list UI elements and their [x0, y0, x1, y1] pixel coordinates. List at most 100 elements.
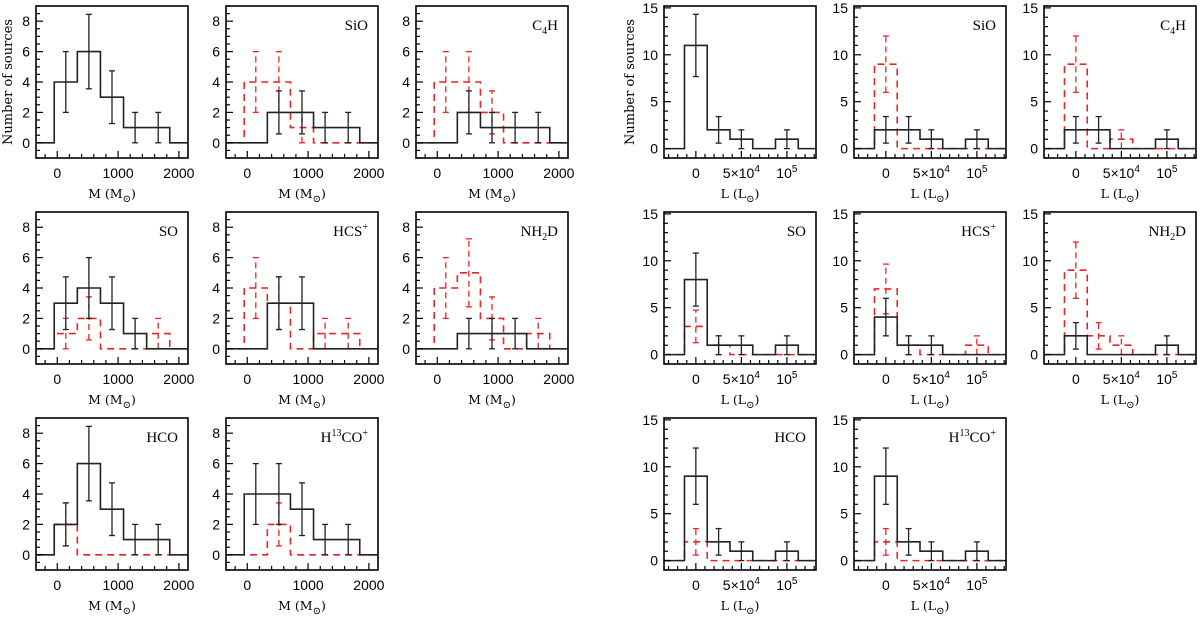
panel-lum-hco: 0 5 10 15 0 5×104 105 L (L⊙) HCO [642, 412, 817, 617]
x-tick-label: 0 [882, 371, 890, 387]
y-tick-label: 15 [832, 206, 848, 222]
molecule-label: HCO [774, 430, 806, 446]
y-tick-label: 5 [1030, 300, 1038, 316]
y-tick-label: 2 [212, 310, 220, 326]
y-tick-label: 5 [840, 300, 848, 316]
y-tick-label: 0 [402, 341, 410, 357]
x-tick-label: 2000 [353, 165, 384, 181]
x-axis-label: L (L⊙) [911, 392, 950, 411]
y-tick-label: 6 [22, 250, 30, 266]
x-tick-label: 105 [776, 370, 798, 387]
y-tick-label: 0 [22, 547, 30, 563]
y-tick-label: 8 [212, 425, 220, 441]
histogram-non-detected [1044, 63, 1196, 150]
panel-mass-c4h: 0 2 4 6 8 0 1000 2000 M (M⊙) C4H [402, 5, 575, 205]
plot-area [36, 425, 188, 556]
y-tick-label: 15 [642, 412, 658, 428]
axes-frame [663, 5, 817, 159]
y-tick-label: 2 [212, 516, 220, 532]
panel-mass-so: 0 2 4 6 8 0 1000 2000 M (M⊙) SO [22, 211, 195, 411]
x-tick-label: 0 [692, 577, 700, 593]
x-tick-label: 2000 [163, 577, 194, 593]
x-tick-label: 1000 [483, 371, 514, 387]
y-tick-label: 10 [642, 47, 658, 63]
y-tick-label: 0 [402, 135, 410, 151]
plot-area [416, 50, 568, 144]
y-tick-label: 4 [402, 74, 410, 90]
plot-area [854, 35, 1006, 150]
panel-lum-h13coplus: 0 5 10 15 0 5×104 105 L (L⊙) H13CO+ [832, 412, 1007, 617]
molecule-label: SO [159, 224, 178, 240]
molecule-label: H13CO+ [321, 428, 369, 446]
axes-frame [1043, 211, 1197, 365]
histogram-detected [664, 475, 816, 562]
x-axis-label: M (M⊙) [278, 186, 326, 205]
plot-area [416, 238, 568, 350]
x-tick-label: 0 [882, 577, 890, 593]
y-tick-label: 15 [642, 206, 658, 222]
y-tick-label: 15 [642, 0, 658, 16]
x-tick-label: 1000 [293, 577, 324, 593]
x-tick-label: 105 [966, 370, 988, 387]
plot-area [1044, 35, 1196, 150]
y-axis-label: Number of sources [1, 19, 16, 145]
molecule-label: NH2D [520, 224, 558, 243]
panel-lum-so: 0 5 10 15 0 5×104 105 L (L⊙) SO [642, 206, 817, 411]
panel-mass-h13coplus: 0 2 4 6 8 0 1000 2000 M (M⊙) H13CO+ [212, 417, 385, 617]
molecule-label: SiO [973, 18, 997, 34]
y-tick-label: 10 [832, 253, 848, 269]
x-axis-label: L (L⊙) [721, 598, 760, 617]
histogram-detected [36, 462, 188, 556]
y-tick-label: 6 [402, 250, 410, 266]
panel-mass-sio: 0 2 4 6 8 0 1000 2000 M (M⊙) SiO [212, 5, 385, 205]
plot-area [226, 462, 378, 556]
y-tick-label: 10 [1022, 47, 1038, 63]
x-tick-label: 2000 [353, 577, 384, 593]
x-axis-label: L (L⊙) [911, 598, 950, 617]
y-tick-label: 5 [1030, 94, 1038, 110]
x-tick-label: 0 [433, 165, 441, 181]
x-tick-label: 105 [776, 164, 798, 181]
y-axis-label: Number of sources [623, 19, 638, 145]
y-tick-label: 15 [832, 412, 848, 428]
x-tick-label: 0 [53, 577, 61, 593]
plot-area [664, 447, 816, 562]
x-tick-label: 5×104 [1103, 164, 1141, 181]
x-tick-label: 0 [692, 371, 700, 387]
y-tick-label: 8 [22, 219, 30, 235]
plot-area [36, 256, 188, 350]
y-tick-label: 0 [1030, 347, 1038, 363]
panel-lum-sio: 0 5 10 15 0 5×104 105 L (L⊙) SiO [832, 0, 1007, 205]
molecule-label: C4H [1160, 18, 1186, 37]
panel-mass-hcsplus: 0 2 4 6 8 0 1000 2000 M (M⊙) HCS+ [212, 211, 385, 411]
axes-frame [853, 5, 1007, 159]
histogram-non-detected [226, 81, 378, 144]
y-tick-label: 2 [22, 104, 30, 120]
y-tick-label: 0 [840, 141, 848, 157]
y-tick-label: 4 [212, 74, 220, 90]
x-tick-label: 0 [243, 577, 251, 593]
y-tick-label: 2 [402, 310, 410, 326]
x-tick-label: 0 [1072, 165, 1080, 181]
x-tick-label: 2000 [353, 371, 384, 387]
x-axis-label: M (M⊙) [278, 392, 326, 411]
y-tick-label: 4 [22, 74, 30, 90]
plot-area [664, 13, 816, 150]
molecule-label: HCO [146, 430, 178, 446]
molecule-label: HCS+ [961, 222, 996, 240]
molecule-label: HCS+ [333, 222, 368, 240]
x-axis-label: L (L⊙) [1101, 392, 1140, 411]
x-tick-label: 1000 [293, 165, 324, 181]
y-tick-label: 8 [212, 13, 220, 29]
y-tick-label: 6 [22, 456, 30, 472]
y-tick-label: 15 [1022, 0, 1038, 16]
panel-lum-hcsplus: 0 5 10 15 0 5×104 105 L (L⊙) HCS+ [832, 206, 1007, 411]
axes-frame [663, 417, 817, 571]
y-tick-label: 5 [650, 506, 658, 522]
histogram-detected [854, 316, 1006, 356]
x-axis-label: L (L⊙) [721, 186, 760, 205]
y-tick-label: 5 [650, 94, 658, 110]
x-tick-label: 5×104 [913, 576, 951, 593]
y-tick-label: 10 [832, 47, 848, 63]
